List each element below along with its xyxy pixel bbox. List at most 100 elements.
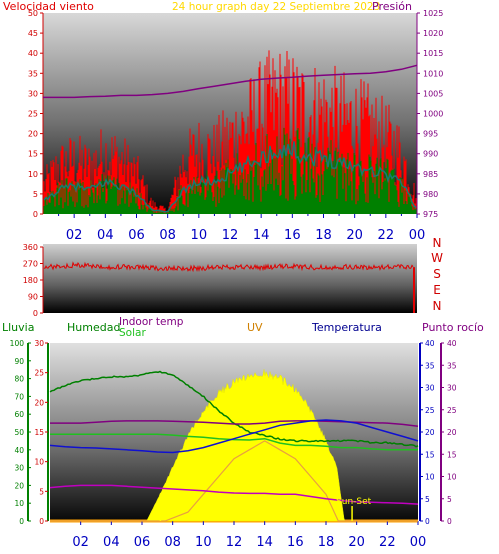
temp-xtick-label: 20 <box>348 535 365 550</box>
pressure-ytick-label: 1005 <box>423 89 443 98</box>
humidity-label: Humedad <box>67 321 120 334</box>
temperature-ytick-label: 5 <box>425 495 430 504</box>
temperature-ytick-label: 0 <box>425 517 430 526</box>
temperature-ytick-label: 20 <box>425 428 435 437</box>
direction-ytick-label: 270 <box>23 260 38 269</box>
wind-xtick-label: 02 <box>66 228 83 243</box>
pressure-ytick-label: 1025 <box>423 9 443 18</box>
humidity-ytick-label: 20 <box>34 398 44 407</box>
humidity-ytick-label: 0 <box>39 517 44 526</box>
temp-xtick-label: 02 <box>72 535 89 550</box>
temp-xtick-label: 04 <box>103 535 120 550</box>
rain-ytick-label: 40 <box>14 446 24 455</box>
temp-xtick-label: 18 <box>318 535 335 550</box>
dewpoint-ytick-label: 40 <box>447 339 457 348</box>
rain-ytick-label: 10 <box>14 499 24 508</box>
pressure-ytick-label: 990 <box>423 150 438 159</box>
dewpoint-line <box>49 484 419 505</box>
temperature-ytick-label: 35 <box>425 361 435 370</box>
humidity-ytick-label: 30 <box>34 339 44 348</box>
wind-ytick-label: 5 <box>33 190 38 199</box>
direction-ytick-label: 90 <box>28 293 38 302</box>
wind-ytick-label: 50 <box>28 9 38 18</box>
temp-xtick-label: 06 <box>134 535 151 550</box>
wind-ytick-label: 10 <box>28 170 38 179</box>
dewpoint-ytick-label: 5 <box>447 495 452 504</box>
pressure-ytick-label: 1020 <box>423 29 443 38</box>
wind-xtick-label: 08 <box>159 228 176 243</box>
direction-ytick-label: 0 <box>33 309 38 318</box>
pressure-ytick-label: 1015 <box>423 49 443 58</box>
direction-compass-label: S <box>433 267 441 281</box>
pressure-ytick-label: 1000 <box>423 110 443 119</box>
wind-ytick-label: 20 <box>28 130 38 139</box>
panel-direction-bg <box>43 244 417 313</box>
rain-ytick-label: 70 <box>14 392 24 401</box>
pressure-ytick-label: 980 <box>423 190 438 199</box>
wind-xtick-label: 10 <box>191 228 208 243</box>
temperature-ytick-label: 10 <box>425 473 435 482</box>
direction-compass-label: E <box>433 283 441 297</box>
wind-ytick-label: 35 <box>28 69 38 78</box>
wind-xtick-label: 12 <box>222 228 239 243</box>
wind-xtick-label: 20 <box>346 228 363 243</box>
average-wind-line <box>43 141 417 213</box>
dewpoint-ytick-label: 15 <box>447 450 457 459</box>
rain-ytick-label: 30 <box>14 464 24 473</box>
indoor-temp-label: Indoor temp <box>119 316 184 328</box>
pressure-ytick-label: 1010 <box>423 69 443 78</box>
humidity-ytick-label: 25 <box>34 369 44 378</box>
direction-ytick-label: 180 <box>23 276 38 285</box>
temp-xtick-label: 22 <box>379 535 396 550</box>
dewpoint-label: Punto rocío <box>422 321 484 334</box>
sunset-label: Sun-Set <box>336 497 372 507</box>
temperature-ytick-label: 30 <box>425 384 435 393</box>
wind-xtick-label: 00 <box>409 228 426 243</box>
wind-ytick-label: 40 <box>28 49 38 58</box>
wind-ytick-label: 30 <box>28 89 38 98</box>
rain-ytick-label: 100 <box>10 339 25 348</box>
wind-direction-line <box>43 261 414 273</box>
rain-ytick-label: 90 <box>14 357 24 366</box>
wind-ytick-label: 45 <box>28 29 38 38</box>
humidity-ytick-label: 5 <box>39 487 44 496</box>
temp-xtick-label: 14 <box>256 535 273 550</box>
wind-ytick-label: 15 <box>28 150 38 159</box>
wind-axis-label: Velocidad viento <box>3 0 94 13</box>
temp-xtick-label: 00 <box>410 535 427 550</box>
solar-temp-line <box>50 433 418 451</box>
uv-label: UV <box>247 321 263 334</box>
pressure-ytick-label: 995 <box>423 130 438 139</box>
dewpoint-ytick-label: 20 <box>447 428 457 437</box>
pressure-ytick-label: 985 <box>423 170 438 179</box>
temperature-ytick-label: 15 <box>425 450 435 459</box>
dewpoint-ytick-label: 10 <box>447 473 457 482</box>
pressure-ytick-label: 975 <box>423 210 438 219</box>
indoor-temp-line <box>50 420 419 427</box>
temp-xtick-label: 16 <box>287 535 304 550</box>
wind-xtick-label: 04 <box>97 228 114 243</box>
humidity-ytick-label: 15 <box>34 428 44 437</box>
direction-compass-label: N <box>433 299 442 313</box>
rain-label: Lluvia <box>2 321 34 334</box>
temp-xtick-label: 08 <box>164 535 181 550</box>
uv-line <box>50 440 418 522</box>
humidity-ytick-label: 10 <box>34 458 44 467</box>
dewpoint-ytick-label: 25 <box>447 406 457 415</box>
temperature-ytick-label: 25 <box>425 406 435 415</box>
wind-xtick-label: 22 <box>378 228 395 243</box>
speed-bars <box>43 127 417 214</box>
temperature-ytick-label: 40 <box>425 339 435 348</box>
wind-xtick-label: 18 <box>315 228 332 243</box>
dewpoint-ytick-label: 35 <box>447 361 457 370</box>
rain-ytick-label: 20 <box>14 481 24 490</box>
wind-xtick-label: 06 <box>128 228 145 243</box>
temperature-line <box>49 419 419 454</box>
temp-xtick-label: 12 <box>226 535 243 550</box>
wind-xtick-label: 16 <box>284 228 301 243</box>
pressure-axis-label: Presión <box>372 0 412 13</box>
solar-label: Solar <box>119 327 146 339</box>
temp-xtick-label: 10 <box>195 535 212 550</box>
